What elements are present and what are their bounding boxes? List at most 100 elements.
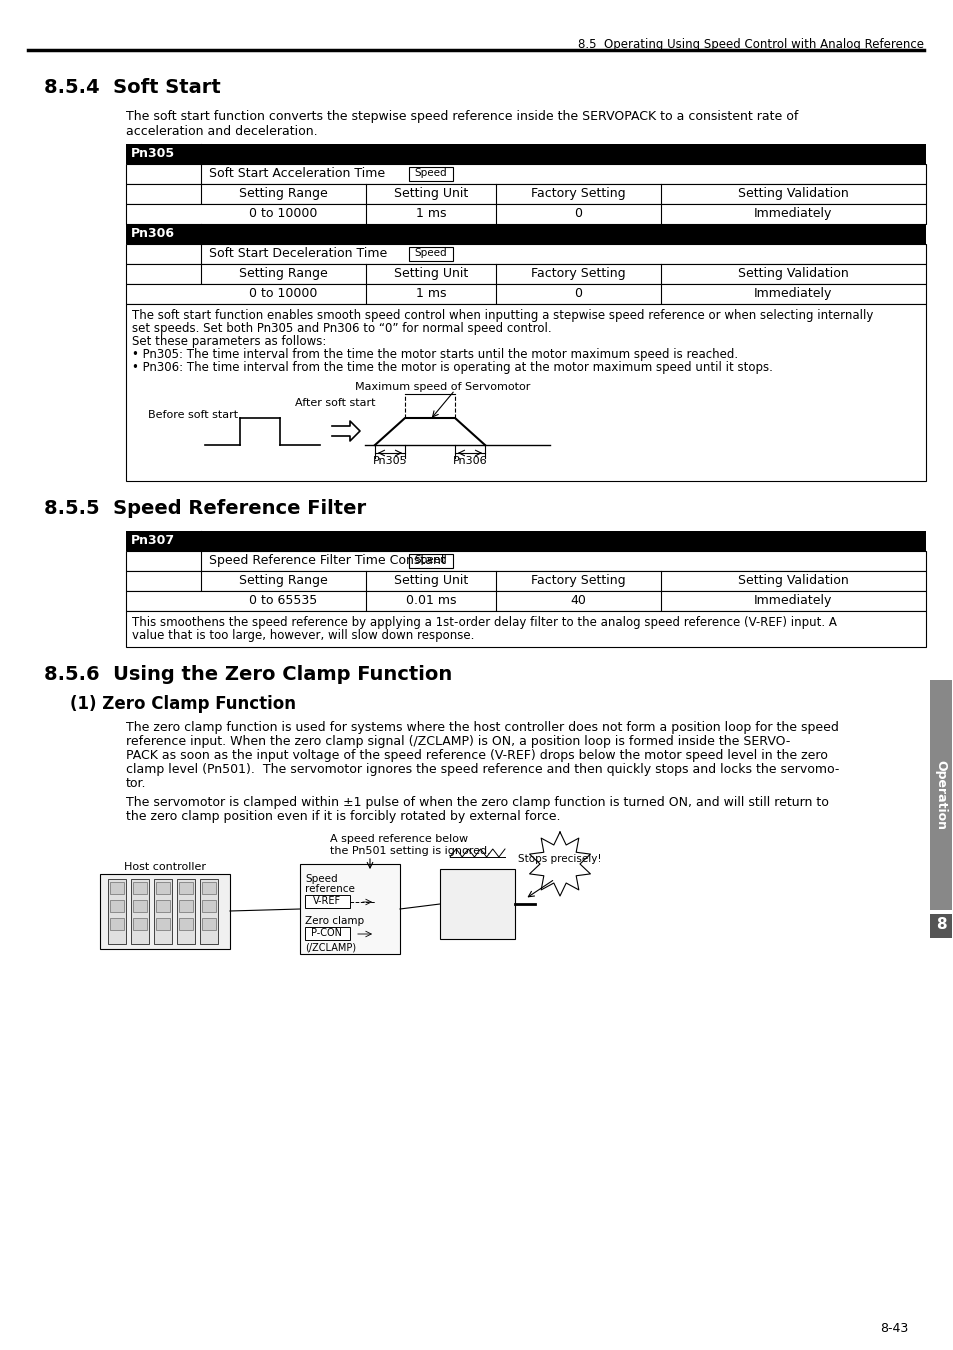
Bar <box>126 265 925 284</box>
Text: 0: 0 <box>574 207 581 220</box>
Text: 0: 0 <box>574 288 581 300</box>
Bar <box>132 918 147 930</box>
Bar <box>409 554 453 568</box>
Text: Operation: Operation <box>934 760 946 830</box>
Text: Speed Reference Filter Time Constant: Speed Reference Filter Time Constant <box>209 554 445 567</box>
Text: Maximum speed of Servomotor: Maximum speed of Servomotor <box>355 382 530 391</box>
Text: the Pn501 setting is ignored.: the Pn501 setting is ignored. <box>330 846 490 856</box>
Text: Factory Setting: Factory Setting <box>530 188 624 200</box>
Text: PACK as soon as the input voltage of the speed reference (V-REF) drops below the: PACK as soon as the input voltage of the… <box>126 749 827 761</box>
Bar <box>108 879 126 944</box>
Bar <box>110 918 124 930</box>
Bar <box>409 167 453 181</box>
Text: The soft start function enables smooth speed control when inputting a stepwise s: The soft start function enables smooth s… <box>132 309 872 323</box>
Text: Setting Validation: Setting Validation <box>737 267 847 279</box>
Text: Speed: Speed <box>415 555 447 566</box>
Text: Zero clamp: Zero clamp <box>305 917 364 926</box>
Text: Immediately: Immediately <box>753 288 831 300</box>
Text: Setting Unit: Setting Unit <box>394 188 468 200</box>
Text: Setting Range: Setting Range <box>238 188 327 200</box>
Text: 0 to 10000: 0 to 10000 <box>249 207 316 220</box>
Text: Speed: Speed <box>415 248 447 258</box>
Bar <box>156 882 170 894</box>
Text: 8.5.6  Using the Zero Clamp Function: 8.5.6 Using the Zero Clamp Function <box>44 666 452 684</box>
Text: 0 to 10000: 0 to 10000 <box>249 288 316 300</box>
Text: 1 ms: 1 ms <box>416 288 446 300</box>
Bar <box>131 879 149 944</box>
Text: 0.01 ms: 0.01 ms <box>405 594 456 608</box>
Bar <box>305 927 350 940</box>
Text: Setting Unit: Setting Unit <box>394 574 468 587</box>
Bar <box>126 591 925 612</box>
Bar <box>126 204 925 224</box>
Text: Setting Validation: Setting Validation <box>737 188 847 200</box>
Text: 8.5  Operating Using Speed Control with Analog Reference: 8.5 Operating Using Speed Control with A… <box>578 38 923 51</box>
Text: Setting Unit: Setting Unit <box>394 267 468 279</box>
Text: This smoothens the speed reference by applying a 1st-order delay filter to the a: This smoothens the speed reference by ap… <box>132 616 836 629</box>
Text: 8: 8 <box>935 917 945 932</box>
Bar <box>110 900 124 913</box>
Bar <box>126 612 925 647</box>
Text: Pn307: Pn307 <box>131 535 175 547</box>
Text: 8.5.5  Speed Reference Filter: 8.5.5 Speed Reference Filter <box>44 500 366 518</box>
Text: 1 ms: 1 ms <box>416 207 446 220</box>
Bar <box>126 531 925 551</box>
Bar <box>132 882 147 894</box>
Text: Host controller: Host controller <box>124 863 206 872</box>
Text: The zero clamp function is used for systems where the host controller does not f: The zero clamp function is used for syst… <box>126 721 838 734</box>
Text: Set these parameters as follows:: Set these parameters as follows: <box>132 335 326 348</box>
Text: reference input. When the zero clamp signal (/ZCLAMP) is ON, a position loop is : reference input. When the zero clamp sig… <box>126 734 789 748</box>
Text: Speed: Speed <box>305 873 337 884</box>
Text: Setting Validation: Setting Validation <box>737 574 847 587</box>
Text: The servomotor is clamped within ±1 pulse of when the zero clamp function is tur: The servomotor is clamped within ±1 puls… <box>126 796 828 809</box>
Bar <box>126 244 925 265</box>
Bar <box>100 873 230 949</box>
Bar <box>156 900 170 913</box>
Text: Stops precisely!: Stops precisely! <box>517 855 601 864</box>
Bar <box>126 184 925 204</box>
Bar <box>179 918 193 930</box>
Text: V-REF: V-REF <box>313 896 341 906</box>
Text: set speeds. Set both Pn305 and Pn306 to “0” for normal speed control.: set speeds. Set both Pn305 and Pn306 to … <box>132 323 551 335</box>
Bar <box>126 144 925 163</box>
Text: Setting Range: Setting Range <box>238 267 327 279</box>
Text: Pn305: Pn305 <box>131 147 175 161</box>
Bar <box>202 918 215 930</box>
Bar <box>409 247 453 261</box>
Text: the zero clamp position even if it is forcibly rotated by external force.: the zero clamp position even if it is fo… <box>126 810 560 824</box>
Bar <box>200 879 218 944</box>
Text: After soft start: After soft start <box>294 398 375 408</box>
Text: (1) Zero Clamp Function: (1) Zero Clamp Function <box>70 695 295 713</box>
Bar <box>929 680 951 910</box>
Bar <box>156 918 170 930</box>
Text: 40: 40 <box>570 594 585 608</box>
Bar <box>126 571 925 591</box>
Text: Soft Start Acceleration Time: Soft Start Acceleration Time <box>209 167 385 180</box>
Text: acceleration and deceleration.: acceleration and deceleration. <box>126 126 317 138</box>
Text: 8-43: 8-43 <box>879 1322 907 1335</box>
Text: clamp level (Pn501).  The servomotor ignores the speed reference and then quickl: clamp level (Pn501). The servomotor igno… <box>126 763 839 776</box>
Text: Before soft start: Before soft start <box>148 410 238 420</box>
Text: Immediately: Immediately <box>753 207 831 220</box>
Bar <box>305 895 350 909</box>
Bar <box>439 869 515 940</box>
Text: tor.: tor. <box>126 778 147 790</box>
Text: reference: reference <box>305 884 355 894</box>
Bar <box>126 284 925 304</box>
Text: Factory Setting: Factory Setting <box>530 574 624 587</box>
Bar <box>177 879 194 944</box>
Text: Pn306: Pn306 <box>453 456 487 466</box>
Bar <box>299 864 399 954</box>
Text: A speed reference below: A speed reference below <box>330 834 468 844</box>
Bar <box>202 882 215 894</box>
Text: (/ZCLAMP): (/ZCLAMP) <box>305 942 355 952</box>
Text: Pn306: Pn306 <box>131 227 174 240</box>
Text: value that is too large, however, will slow down response.: value that is too large, however, will s… <box>132 629 474 643</box>
Bar <box>126 224 925 244</box>
Text: 8.5.4  Soft Start: 8.5.4 Soft Start <box>44 78 220 97</box>
Text: Setting Range: Setting Range <box>238 574 327 587</box>
Text: Immediately: Immediately <box>753 594 831 608</box>
Bar <box>132 900 147 913</box>
Bar <box>126 551 925 571</box>
Bar <box>179 882 193 894</box>
